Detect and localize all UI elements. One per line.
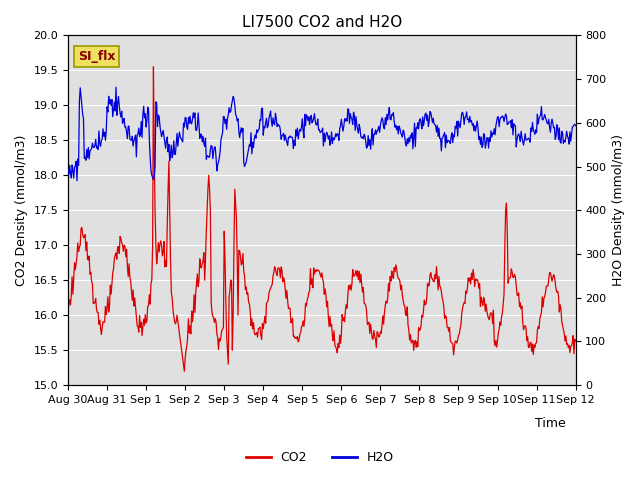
Text: SI_flx: SI_flx xyxy=(78,50,116,63)
Y-axis label: CO2 Density (mmol/m3): CO2 Density (mmol/m3) xyxy=(15,134,28,286)
Y-axis label: H2O Density (mmol/m3): H2O Density (mmol/m3) xyxy=(612,134,625,286)
Title: LI7500 CO2 and H2O: LI7500 CO2 and H2O xyxy=(242,15,402,30)
X-axis label: Time: Time xyxy=(535,417,566,430)
Legend: CO2, H2O: CO2, H2O xyxy=(241,446,399,469)
